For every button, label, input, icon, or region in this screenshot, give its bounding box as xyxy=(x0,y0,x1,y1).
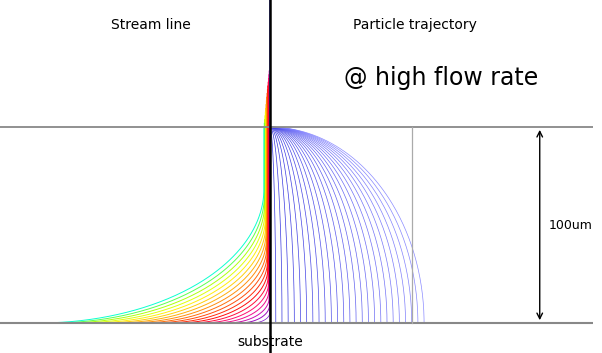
Text: @ high flow rate: @ high flow rate xyxy=(344,66,538,90)
Text: 100um: 100um xyxy=(548,219,592,232)
Text: Stream line: Stream line xyxy=(111,18,191,32)
Text: Particle trajectory: Particle trajectory xyxy=(353,18,477,32)
Text: substrate: substrate xyxy=(237,335,303,349)
